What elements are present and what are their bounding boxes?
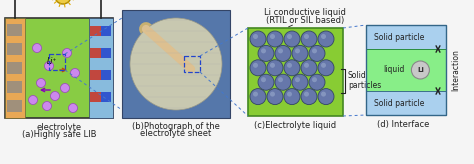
Circle shape (270, 92, 275, 97)
Text: Solid particle: Solid particle (374, 32, 425, 41)
Bar (5, 18, 25, 118)
Bar (90, 26, 101, 36)
Circle shape (321, 92, 326, 97)
Circle shape (301, 60, 317, 76)
Circle shape (321, 34, 326, 39)
Circle shape (301, 89, 317, 105)
Circle shape (292, 74, 308, 90)
Circle shape (51, 92, 60, 101)
Circle shape (261, 48, 266, 53)
Bar (89, 18, 113, 118)
Bar (5, 18, 113, 118)
Bar (184, 56, 200, 72)
Text: Interaction: Interaction (452, 49, 461, 91)
Circle shape (250, 31, 266, 47)
Text: (a)Highly safe LIB: (a)Highly safe LIB (22, 130, 96, 139)
Bar (49, 54, 65, 70)
Circle shape (267, 89, 283, 105)
Circle shape (284, 60, 300, 76)
Circle shape (33, 43, 42, 52)
Circle shape (28, 95, 37, 104)
Text: Li conductive liquid: Li conductive liquid (264, 8, 346, 17)
Circle shape (43, 102, 52, 111)
Bar (7, 100, 22, 112)
Bar (90, 70, 101, 80)
Circle shape (287, 34, 292, 39)
Circle shape (61, 83, 70, 92)
Text: (d) Interface: (d) Interface (377, 120, 429, 129)
Circle shape (309, 74, 325, 90)
Bar (101, 70, 111, 80)
Bar (366, 91, 446, 115)
Bar (101, 26, 111, 36)
Bar (90, 48, 101, 58)
Text: Li: Li (417, 67, 424, 73)
Text: liquid: liquid (383, 65, 405, 74)
Circle shape (275, 45, 291, 61)
Bar (101, 48, 111, 58)
Circle shape (295, 48, 300, 53)
Bar (366, 25, 446, 115)
Circle shape (270, 34, 275, 39)
Circle shape (278, 48, 283, 53)
Text: electrolyte: electrolyte (36, 123, 82, 132)
Circle shape (71, 69, 80, 78)
Circle shape (63, 49, 72, 58)
Circle shape (275, 74, 291, 90)
Text: Li⁺: Li⁺ (47, 58, 57, 66)
Circle shape (301, 31, 317, 47)
Circle shape (253, 63, 258, 68)
Text: Solid particle: Solid particle (374, 99, 425, 107)
Circle shape (250, 89, 266, 105)
Bar (90, 92, 101, 102)
Text: (b)Photograph of the: (b)Photograph of the (132, 122, 220, 131)
Circle shape (130, 18, 222, 110)
Bar (366, 25, 446, 49)
Circle shape (55, 0, 71, 4)
Circle shape (304, 92, 309, 97)
Circle shape (292, 45, 308, 61)
Circle shape (267, 31, 283, 47)
Circle shape (278, 77, 283, 82)
Circle shape (304, 63, 309, 68)
Circle shape (258, 74, 274, 90)
Bar (7, 81, 22, 93)
Circle shape (287, 63, 292, 68)
Circle shape (250, 60, 266, 76)
Circle shape (287, 92, 292, 97)
Circle shape (321, 63, 326, 68)
Text: Solid
particles: Solid particles (348, 71, 381, 91)
Circle shape (318, 89, 334, 105)
Circle shape (318, 60, 334, 76)
Bar (122, 10, 230, 118)
Circle shape (253, 34, 258, 39)
Circle shape (309, 45, 325, 61)
Circle shape (284, 89, 300, 105)
Circle shape (295, 77, 300, 82)
Circle shape (284, 31, 300, 47)
Circle shape (261, 77, 266, 82)
Bar (7, 43, 22, 55)
Text: (c)Electrolyte liquid: (c)Electrolyte liquid (255, 121, 337, 130)
Bar (366, 49, 446, 91)
Circle shape (258, 45, 274, 61)
Text: electrolyte sheet: electrolyte sheet (140, 129, 211, 138)
Circle shape (411, 61, 429, 79)
Circle shape (36, 79, 46, 88)
Bar (101, 92, 111, 102)
Circle shape (312, 48, 317, 53)
Text: (RTIL or SIL based): (RTIL or SIL based) (266, 16, 344, 25)
Circle shape (312, 77, 317, 82)
Bar (248, 28, 343, 116)
Circle shape (69, 103, 78, 113)
Circle shape (267, 60, 283, 76)
Bar (7, 24, 22, 36)
Circle shape (304, 34, 309, 39)
Circle shape (253, 92, 258, 97)
Bar (7, 62, 22, 74)
Circle shape (318, 31, 334, 47)
Circle shape (270, 63, 275, 68)
Circle shape (45, 62, 54, 71)
